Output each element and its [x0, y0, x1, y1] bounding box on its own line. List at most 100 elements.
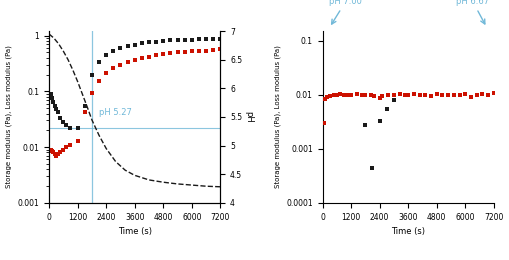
Point: [95, 79, 103, 83]
Point: [369, 165, 377, 170]
Point: [109, 66, 118, 70]
Point: [376, 119, 384, 124]
Point: [81, 104, 89, 108]
Point: [181, 38, 189, 42]
Point: [444, 93, 452, 98]
Point: [467, 95, 475, 99]
Point: [361, 93, 370, 98]
Point: [56, 116, 65, 120]
Point: [109, 48, 118, 53]
Point: [370, 94, 378, 98]
Point: [320, 121, 328, 125]
Point: [46, 147, 54, 152]
Point: [367, 93, 375, 97]
Point: [124, 60, 132, 64]
Point: [456, 93, 464, 97]
Y-axis label: pH: pH: [244, 111, 253, 123]
Point: [421, 93, 429, 97]
Point: [472, 93, 480, 98]
Point: [390, 93, 398, 97]
Point: [117, 63, 125, 67]
Point: [138, 56, 146, 60]
Point: [138, 41, 146, 45]
Point: [51, 104, 59, 108]
Y-axis label: Storage modulus (Pa), Loss modulus (Pa): Storage modulus (Pa), Loss modulus (Pa): [274, 46, 280, 188]
Point: [390, 98, 398, 102]
Point: [404, 93, 412, 98]
Point: [333, 93, 341, 97]
Point: [59, 147, 67, 152]
Point: [145, 55, 153, 59]
Point: [88, 90, 96, 95]
Point: [95, 60, 103, 64]
Point: [62, 145, 70, 149]
Point: [188, 37, 196, 42]
Point: [48, 96, 56, 100]
Point: [152, 40, 160, 44]
Point: [195, 49, 203, 53]
Point: [52, 107, 60, 111]
Point: [433, 92, 441, 96]
Point: [53, 110, 62, 114]
Point: [81, 110, 89, 114]
Point: [376, 96, 384, 100]
Point: [484, 93, 492, 97]
X-axis label: Time (s): Time (s): [391, 227, 425, 236]
Text: pH 6.67: pH 6.67: [456, 0, 489, 24]
Point: [88, 73, 96, 77]
Point: [395, 92, 404, 96]
Point: [344, 93, 352, 97]
Point: [174, 50, 182, 54]
Point: [102, 53, 110, 57]
Point: [378, 94, 386, 98]
Point: [410, 92, 418, 96]
Point: [52, 154, 60, 158]
Point: [53, 152, 62, 156]
Point: [326, 94, 334, 98]
Point: [62, 123, 70, 127]
Point: [384, 93, 392, 97]
Point: [216, 47, 224, 51]
Point: [209, 48, 217, 52]
Point: [66, 143, 74, 147]
Point: [209, 37, 217, 41]
Point: [216, 37, 224, 41]
Point: [124, 44, 132, 48]
Point: [46, 92, 54, 96]
Point: [401, 93, 409, 97]
Point: [188, 49, 196, 54]
Point: [56, 150, 65, 154]
Point: [478, 92, 487, 96]
Point: [438, 93, 446, 97]
Point: [131, 43, 139, 47]
Point: [320, 121, 328, 125]
Point: [131, 58, 139, 62]
Point: [145, 40, 153, 44]
Point: [102, 71, 110, 75]
Point: [202, 48, 210, 53]
Text: pH 5.27: pH 5.27: [99, 108, 132, 117]
Point: [74, 139, 82, 143]
Point: [461, 92, 469, 96]
Point: [159, 39, 167, 43]
Point: [450, 93, 458, 97]
Y-axis label: Storage modulus (Pa), Loss modulus (Pa): Storage modulus (Pa), Loss modulus (Pa): [6, 46, 12, 188]
Point: [427, 94, 435, 98]
Point: [66, 126, 74, 130]
Point: [415, 93, 423, 97]
Point: [361, 122, 370, 127]
Point: [490, 90, 498, 95]
Point: [335, 92, 344, 96]
Point: [383, 107, 391, 111]
Point: [347, 93, 355, 97]
Point: [166, 51, 175, 55]
Point: [74, 126, 82, 130]
Point: [202, 37, 210, 41]
Point: [181, 50, 189, 54]
Point: [358, 93, 366, 97]
X-axis label: Time (s): Time (s): [118, 227, 152, 236]
Point: [174, 38, 182, 42]
Point: [195, 37, 203, 41]
Point: [59, 120, 67, 124]
Point: [166, 38, 175, 42]
